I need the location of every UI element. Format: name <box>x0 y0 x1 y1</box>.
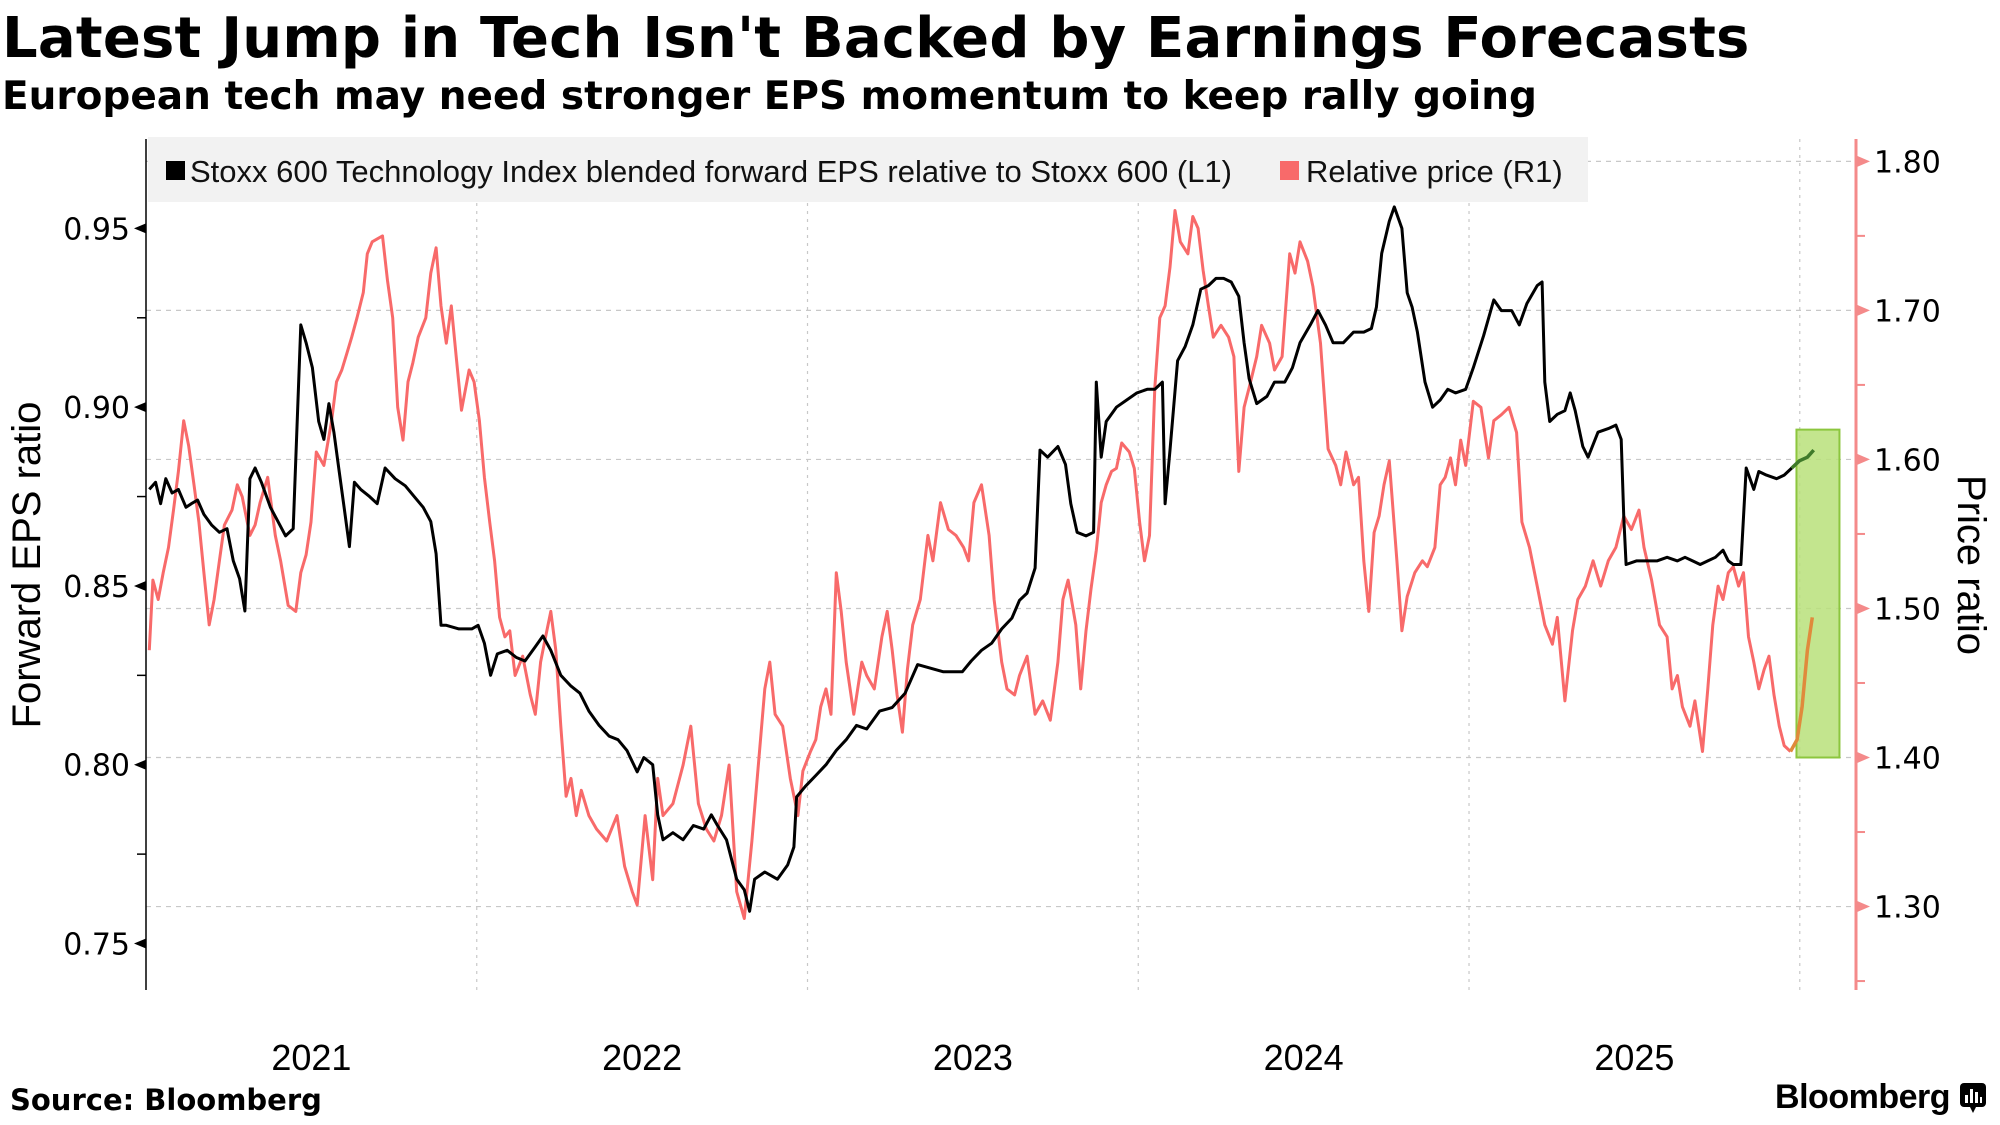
right-axis-tick <box>1856 900 1870 913</box>
right-axis-tick-label: 1.60 <box>1874 443 1941 478</box>
left-axis-tick <box>134 402 146 413</box>
right-axis-tick <box>1856 304 1870 317</box>
right-axis-tick-label: 1.50 <box>1874 592 1941 627</box>
right-axis-tick <box>1856 155 1870 168</box>
source-note: Source: Bloomberg <box>10 1083 322 1117</box>
brand-name: Bloomberg <box>1775 1078 1950 1116</box>
eps-series-line <box>148 205 1793 913</box>
right-axis-tick <box>1856 453 1870 466</box>
left-axis-tick <box>134 223 146 234</box>
left-axis-title: Forward EPS ratio <box>5 402 49 729</box>
x-axis: 2021 2022 2023 2024 2025 <box>271 1037 1674 1078</box>
right-axis-tick-label: 1.80 <box>1874 145 1941 180</box>
left-axis-tick-label: 0.85 <box>63 570 130 605</box>
left-axis: 0.75 0.80 0.85 0.90 0.95 <box>63 139 147 990</box>
left-axis-tick <box>134 938 146 949</box>
left-axis-tick <box>134 580 146 591</box>
gridlines <box>146 139 1856 990</box>
price-series-line <box>147 209 1792 920</box>
legend-label-price: Relative price (R1) <box>1306 154 1563 189</box>
x-axis-tick-label: 2022 <box>602 1037 682 1078</box>
bloomberg-logo: Bloomberg <box>1775 1078 1986 1117</box>
right-axis-tick <box>1856 751 1870 764</box>
right-axis-tick-label: 1.70 <box>1874 294 1941 329</box>
eps-series-highlight-line <box>1790 448 1816 470</box>
left-axis-tick-label: 0.90 <box>63 391 130 426</box>
legend-swatch-eps <box>166 161 185 180</box>
right-axis-title: Price ratio <box>1949 475 1993 655</box>
x-axis-tick-label: 2025 <box>1594 1037 1674 1078</box>
left-axis-tick <box>134 759 146 770</box>
legend-label-eps: Stoxx 600 Technology Index blended forwa… <box>190 154 1232 189</box>
left-axis-tick-label: 0.80 <box>63 749 130 784</box>
chart-subtitle: European tech may need stronger EPS mome… <box>2 74 1537 119</box>
legend-swatch-price <box>1280 161 1299 180</box>
bar-chart-speech-bubble-icon <box>1960 1082 1986 1113</box>
right-axis-tick-label: 1.30 <box>1874 891 1941 926</box>
x-axis-tick-label: 2023 <box>933 1037 1013 1078</box>
right-axis: 1.30 1.40 1.50 1.60 1.70 1.80 <box>1854 139 1941 990</box>
price-series-highlight-line <box>1788 617 1815 753</box>
right-axis-tick <box>1856 602 1870 615</box>
right-axis-tick-label: 1.40 <box>1874 742 1941 777</box>
left-axis-tick-label: 0.95 <box>63 212 130 247</box>
legend-background <box>148 137 1588 202</box>
legend: Stoxx 600 Technology Index blended forwa… <box>148 137 1588 202</box>
chart-title: Latest Jump in Tech Isn't Backed by Earn… <box>2 6 1750 71</box>
series-layer <box>147 205 1816 920</box>
left-axis-tick-label: 0.75 <box>63 928 130 963</box>
x-axis-tick-label: 2024 <box>1264 1037 1344 1078</box>
x-axis-tick-label: 2021 <box>271 1037 351 1078</box>
